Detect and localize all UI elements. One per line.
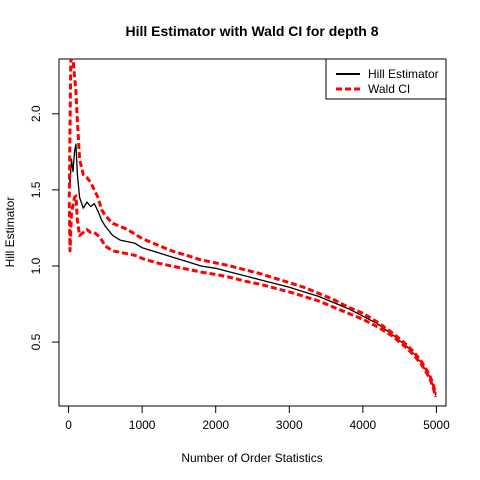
x-tick-label: 0 <box>65 418 72 432</box>
x-tick-label: 1000 <box>129 418 156 432</box>
x-axis: 0 1000 2000 3000 4000 5000 <box>65 405 450 432</box>
x-tick-label: 3000 <box>276 418 303 432</box>
wald-ci-upper-line <box>67 59 438 395</box>
x-tick-label: 4000 <box>350 418 377 432</box>
y-axis: 0.5 1.0 1.5 2.0 <box>29 105 60 350</box>
x-tick-label: 5000 <box>423 418 450 432</box>
legend-label-wald-ci: Wald CI <box>368 82 410 96</box>
y-tick-label: 0.5 <box>29 333 43 350</box>
legend: Hill Estimator Wald CI <box>325 58 447 100</box>
y-axis-label: Hill Estimator <box>3 197 17 268</box>
wald-ci-lower-line <box>67 194 438 398</box>
legend-box <box>325 58 447 100</box>
y-tick-label: 1.5 <box>29 181 43 198</box>
hill-estimator-line <box>68 143 437 396</box>
legend-label-hill-estimator: Hill Estimator <box>368 67 439 81</box>
chart-title: Hill Estimator with Wald CI for depth 8 <box>125 23 378 39</box>
y-tick-label: 2.0 <box>29 105 43 122</box>
plot-frame <box>58 58 447 407</box>
y-tick-label: 1.0 <box>29 257 43 274</box>
x-axis-label: Number of Order Statistics <box>181 451 322 465</box>
series-layer <box>67 59 438 398</box>
x-tick-label: 2000 <box>202 418 229 432</box>
